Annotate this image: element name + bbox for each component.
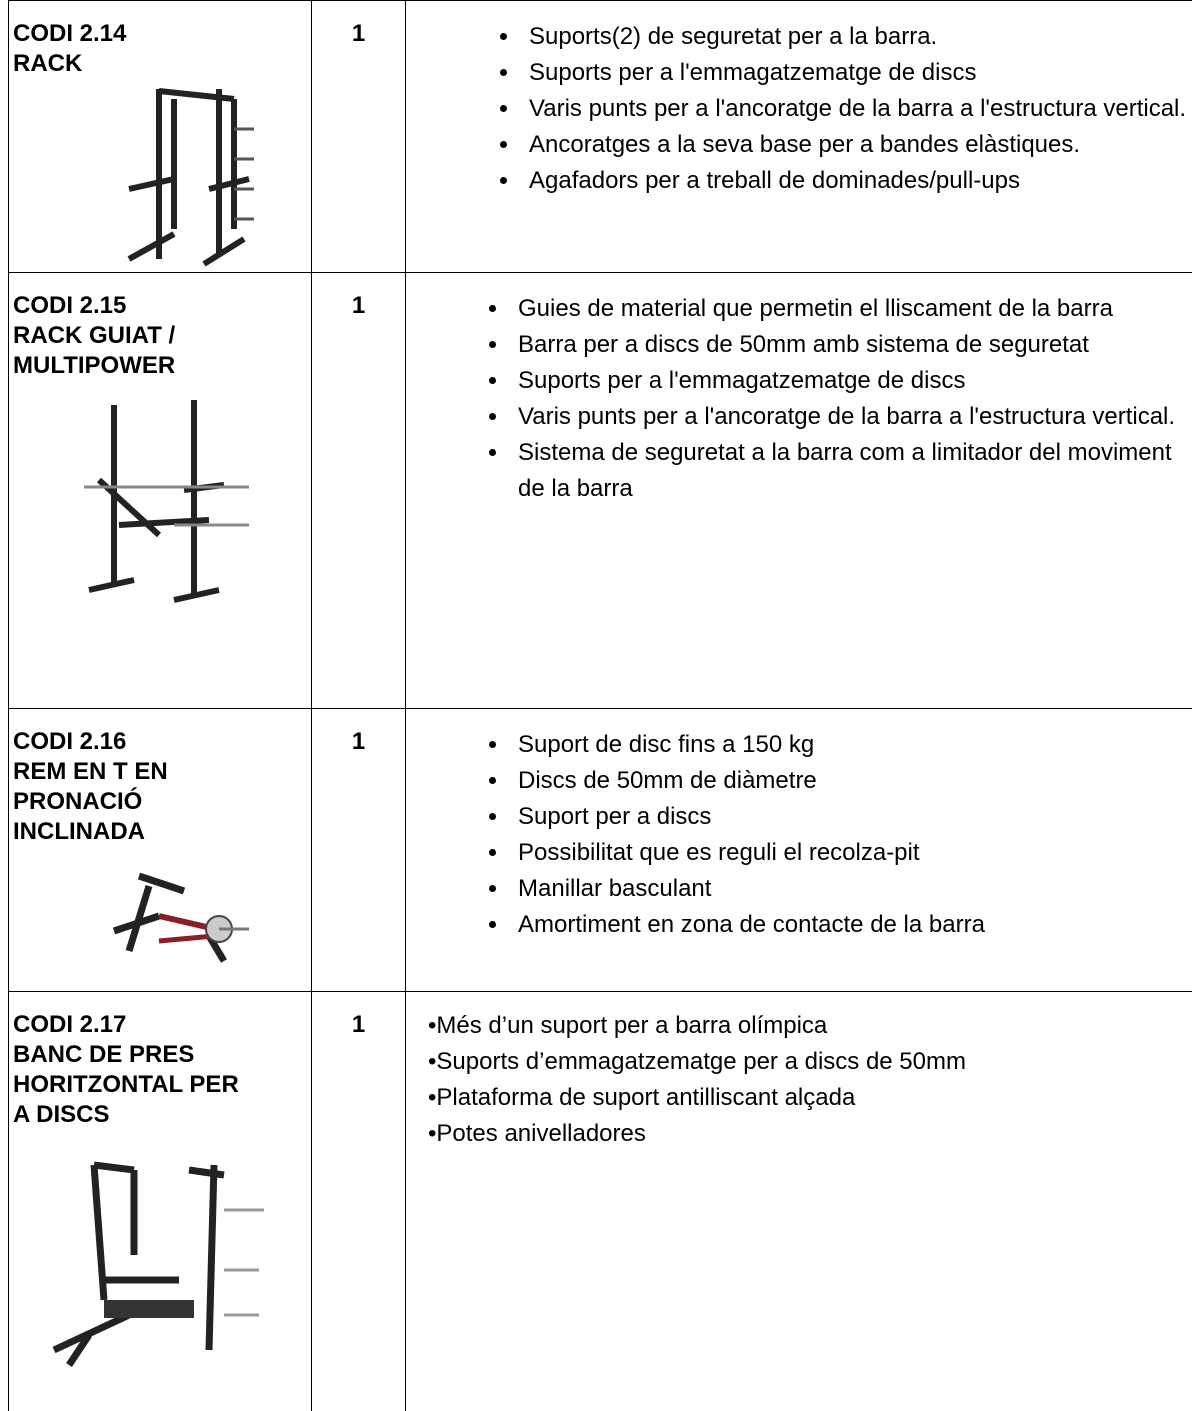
equipment-code: CODI 2.16 <box>13 727 311 757</box>
feature-item: Plataforma de suport antilliscant alçada <box>428 1080 1192 1116</box>
quantity: 1 <box>312 992 405 1040</box>
feature-item: Més d’un suport per a barra olímpica <box>428 1008 1192 1044</box>
rack-image <box>9 79 299 269</box>
quantity-cell: 1 <box>312 273 406 709</box>
feature-item: Sistema de seguretat a la barra com a li… <box>510 435 1192 507</box>
feature-item: Suports per a l'emmagatzematge de discs <box>521 55 1192 91</box>
table-row: CODI 2.14RACK1Suports(2) de seguretat pe… <box>9 1 1192 273</box>
feature-item: Amortiment en zona de contacte de la bar… <box>510 907 1192 943</box>
feature-item: Suport de disc fins a 150 kg <box>510 727 1192 763</box>
feature-item: Possibilitat que es reguli el recolza-pi… <box>510 835 1192 871</box>
feature-item: Suport per a discs <box>510 799 1192 835</box>
equipment-title: PRONACIÓ <box>13 787 311 817</box>
quantity-cell: 1 <box>312 709 406 992</box>
equipment-title: RACK <box>13 49 311 79</box>
feature-item: Suports(2) de seguretat per a la barra. <box>521 19 1192 55</box>
equipment-code: CODI 2.17 <box>13 1010 311 1040</box>
equipment-table: CODI 2.14RACK1Suports(2) de seguretat pe… <box>8 0 1192 1411</box>
equipment-code: CODI 2.14 <box>13 19 311 49</box>
features-cell: Suports(2) de seguretat per a la barra.S… <box>406 1 1192 273</box>
quantity-cell: 1 <box>312 1 406 273</box>
multipower-image <box>9 395 299 615</box>
features-cell: Suport de disc fins a 150 kgDiscs de 50m… <box>406 709 1192 992</box>
quantity-cell: 1 <box>312 992 406 1411</box>
feature-item: Suports d’emmagatzematge per a discs de … <box>428 1044 1192 1080</box>
bench-press-image <box>9 1150 299 1380</box>
quantity: 1 <box>312 709 405 757</box>
feature-item: Manillar basculant <box>510 871 1192 907</box>
equipment-title: REM EN T EN <box>13 757 311 787</box>
features-cell: Guies de material que permetin el llisca… <box>406 273 1192 709</box>
quantity: 1 <box>312 273 405 321</box>
feature-item: Potes anivelladores <box>428 1116 1192 1152</box>
feature-item: Suports per a l'emmagatzematge de discs <box>510 363 1192 399</box>
feature-item: Agafadors per a treball de dominades/pul… <box>521 163 1192 199</box>
feature-item: Barra per a discs de 50mm amb sistema de… <box>510 327 1192 363</box>
feature-item: Discs de 50mm de diàmetre <box>510 763 1192 799</box>
feature-list: Més d’un suport per a barra olímpicaSupo… <box>406 1008 1192 1152</box>
equipment-title: A DISCS <box>13 1100 311 1130</box>
equipment-title: MULTIPOWER <box>13 351 311 381</box>
feature-item: Guies de material que permetin el llisca… <box>510 291 1192 327</box>
feature-item: Varis punts per a l'ancoratge de la barr… <box>521 91 1192 127</box>
quantity: 1 <box>312 1 405 49</box>
equipment-code: CODI 2.15 <box>13 291 311 321</box>
feature-item: Ancoratges a la seva base per a bandes e… <box>521 127 1192 163</box>
feature-list: Guies de material que permetin el llisca… <box>406 291 1192 507</box>
equipment-title: HORITZONTAL PER <box>13 1070 311 1100</box>
feature-item: Varis punts per a l'ancoratge de la barr… <box>510 399 1192 435</box>
features-cell: Més d’un suport per a barra olímpicaSupo… <box>406 992 1192 1411</box>
equipment-title: INCLINADA <box>13 817 311 847</box>
equipment-title: RACK GUIAT / <box>13 321 311 351</box>
equipment-title: BANC DE PRES <box>13 1040 311 1070</box>
feature-list: Suport de disc fins a 150 kgDiscs de 50m… <box>406 727 1192 943</box>
t-bar-row-image <box>9 861 299 971</box>
feature-list: Suports(2) de seguretat per a la barra.S… <box>406 19 1192 199</box>
